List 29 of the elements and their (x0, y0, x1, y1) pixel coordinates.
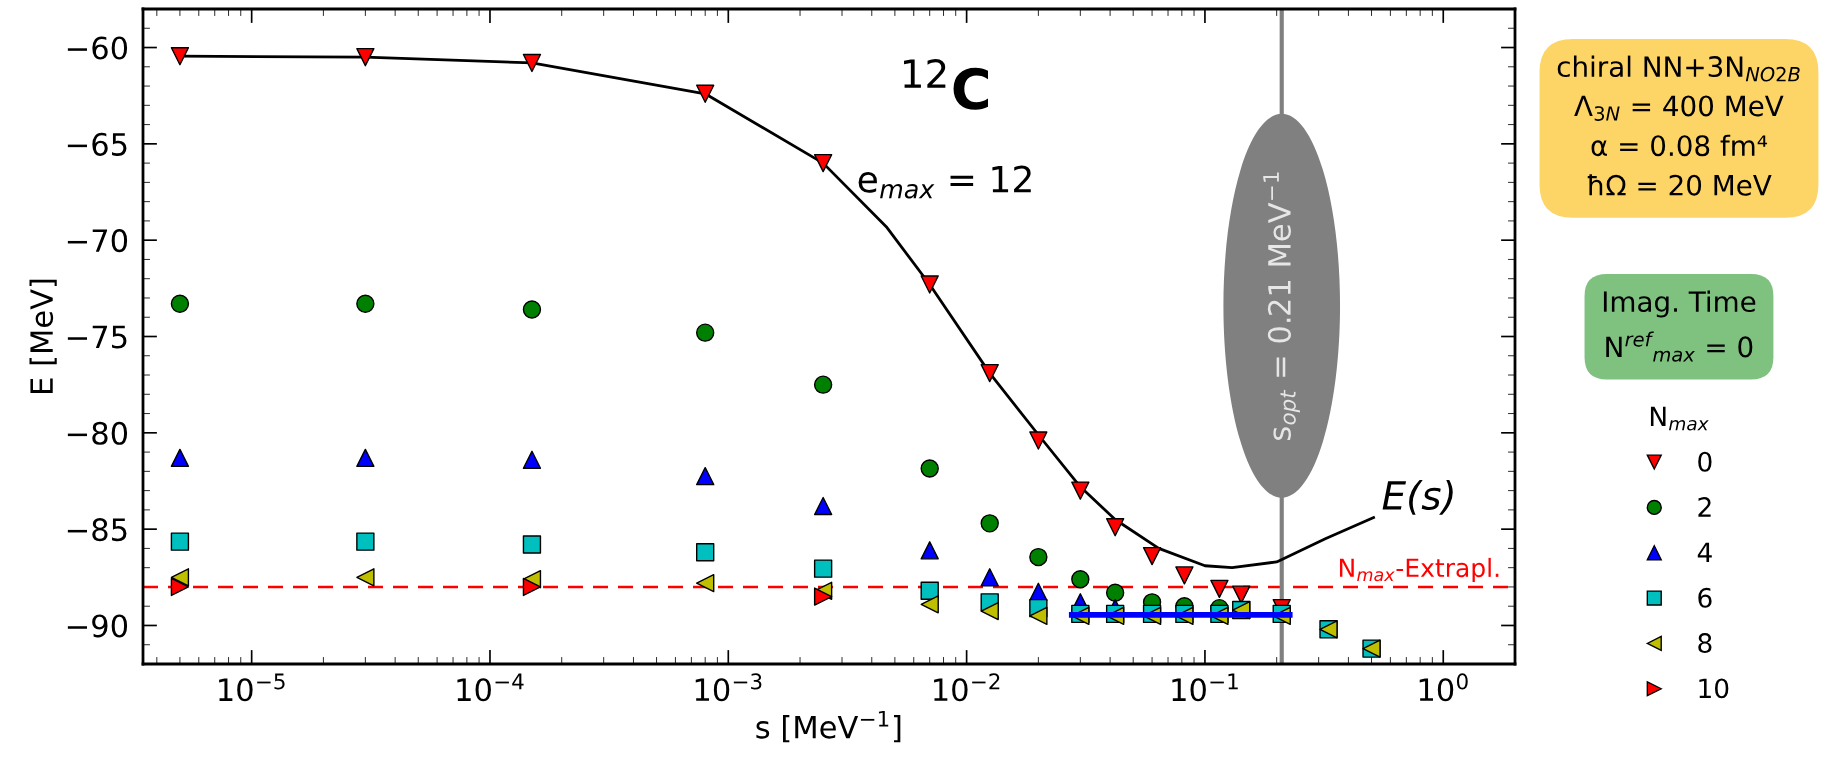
x-tick-label: 10$^{−1}$ (1172, 673, 1238, 702)
legend-label: 2 (1698, 497, 1711, 517)
y-tick-label: −75 (67, 325, 127, 349)
x-tick-label: 10$^{−4}$ (457, 673, 524, 702)
text: chiral NN+3N$_{NO2B}$ Λ$_{3N}$ = 400 MeV α = 0.08 fm⁴ ħΩ = 20 MeV (1557, 55, 1800, 196)
y-tick-label: −90 (67, 614, 128, 638)
legend-label: 6 (1698, 587, 1712, 608)
y-axis-title: E [MeV] (29, 279, 57, 393)
x-tick-label: 10$^{−5}$ (219, 673, 285, 702)
legend-label: 8 (1698, 633, 1712, 654)
legend-label: 10 (1699, 678, 1729, 699)
x-tick-label: 10$^{0}$ (1419, 673, 1468, 702)
y-tick-label: −65 (67, 132, 127, 156)
ref-line-label: s$_{opt}$ = 0.21 MeV$^{−1}$ (1263, 172, 1300, 441)
annotation: e$_{max}$ = 12 (858, 165, 1031, 199)
y-tick-label: −85 (67, 518, 127, 542)
legend-label: 0 (1698, 451, 1712, 472)
annotation: $^{12}$C (904, 58, 988, 110)
x-tick-label: 10$^{−3}$ (695, 673, 762, 702)
y-tick-label: −80 (67, 421, 128, 445)
x-axis-title: s [MeV$^{−1}$] (756, 710, 901, 743)
legend-label: 4 (1697, 542, 1712, 562)
text: Imag. Time N$^{ref}$$_{max}$ = 0 (1603, 290, 1756, 362)
y-tick-label: −70 (67, 229, 128, 253)
x-tick-label: 10$^{−2}$ (934, 673, 1000, 702)
legend-title: N$_{max}$ (1650, 406, 1709, 431)
y-tick-label: −60 (67, 36, 128, 60)
series-label: E(s) (1382, 479, 1453, 515)
ref-line-label: N$_{max}$-Extrapl. (1339, 557, 1499, 583)
